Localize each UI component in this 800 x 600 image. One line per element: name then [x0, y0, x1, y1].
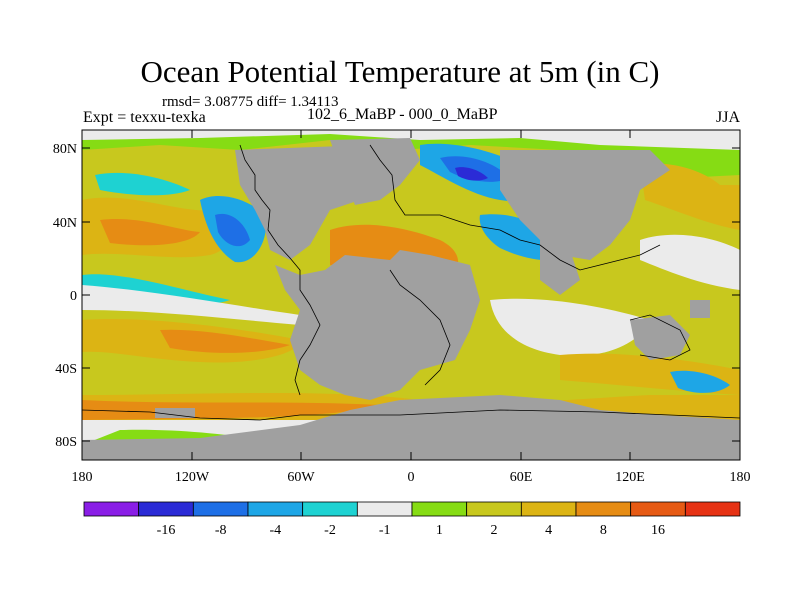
x-tick-0: 0: [408, 470, 415, 485]
x-tick-180w: 180: [72, 470, 93, 485]
land-india: [540, 240, 580, 295]
x-tick-labels: 180 120W 60W 0 60E 120E 180: [72, 470, 751, 485]
land-eurasia: [500, 150, 670, 260]
colorbar-swatch: [192, 501, 249, 517]
zone-arctic-white: [82, 130, 740, 150]
tick-marks: [82, 130, 740, 460]
stats-label: rmsd= 3.08775 diff= 1.34113: [162, 94, 339, 110]
colorbar-label: 1: [436, 523, 443, 538]
colorbar-swatch: [247, 501, 304, 517]
x-tick-60e: 60E: [510, 470, 533, 485]
colorbar-labels: -16 -8 -4 -2 -1 1 2 4 8 16: [157, 523, 665, 538]
colorbar-label: -16: [157, 523, 176, 538]
land-greenland: [330, 138, 420, 205]
zone-deep-blue-north: [440, 156, 510, 182]
colorbar-label: 2: [491, 523, 498, 538]
zone-darkest-blue: [455, 167, 488, 181]
zone-npacific-orange: [100, 218, 200, 246]
colorbar-swatch: [684, 501, 741, 517]
colorbar-swatch: [520, 501, 577, 517]
land-island-1: [155, 408, 195, 418]
coast-australia: [629, 314, 691, 361]
zone-spac-orange: [160, 329, 290, 353]
experiment-label: Expt = texxu-texka: [83, 109, 206, 126]
zone-npac-east-warm: [640, 163, 740, 230]
coast-americas: [239, 144, 321, 396]
land-central-continents: [275, 250, 480, 400]
zone-cyan-npac: [95, 172, 190, 196]
map-title: Ocean Potential Temperature at 5m (in C): [140, 54, 660, 89]
colorbar-swatch: [630, 501, 686, 517]
colorbar-swatch: [83, 501, 140, 517]
colorbar: [83, 501, 741, 517]
x-tick-120w: 120W: [175, 470, 210, 485]
case-label: 102_6_MaBP - 000_0_MaBP: [307, 106, 498, 123]
colorbar-swatch: [356, 501, 413, 517]
land-australia: [630, 315, 690, 360]
colorbar-label: -1: [379, 523, 391, 538]
zone-io-white: [490, 298, 650, 356]
coast-antarctica: [82, 409, 740, 421]
colorbar-swatch: [575, 501, 632, 517]
zone-white-eqpac: [82, 285, 300, 325]
y-tick-80n: 80N: [53, 142, 77, 157]
y-tick-40s: 40S: [55, 362, 77, 377]
map-field: [82, 130, 740, 460]
colorbar-label: -8: [215, 523, 227, 538]
land-island-2: [690, 300, 710, 318]
y-tick-80s: 80S: [55, 435, 77, 450]
colorbar-label: 4: [545, 523, 552, 538]
y-tick-labels: 80N 40N 0 40S 80S: [53, 142, 77, 450]
y-tick-0: 0: [70, 289, 77, 304]
colorbar-label: 8: [600, 523, 607, 538]
x-tick-60w: 60W: [287, 470, 315, 485]
coast-eurasia: [369, 144, 661, 271]
zone-npac-east-white: [640, 234, 740, 290]
x-tick-180e: 180: [730, 470, 751, 485]
y-tick-40n: 40N: [53, 216, 77, 231]
coastlines: [82, 144, 740, 421]
colorbar-label: -4: [269, 523, 281, 538]
colorbar-label: 16: [651, 523, 665, 538]
colorbar-swatch: [411, 501, 468, 517]
colorbar-swatch: [302, 501, 358, 517]
x-tick-120e: 120E: [615, 470, 645, 485]
zone-blue-aus: [670, 370, 730, 393]
zone-deep-blue-natl: [215, 213, 250, 247]
colorbar-swatch: [138, 501, 194, 517]
colorbar-label: -2: [324, 523, 336, 538]
colorbar-swatch: [466, 501, 522, 517]
season-label: JJA: [716, 109, 741, 126]
coast-africa: [389, 269, 451, 386]
